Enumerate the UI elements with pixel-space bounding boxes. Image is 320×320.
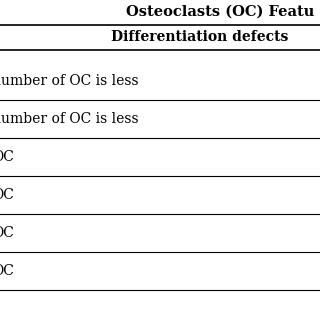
Text: number of OC is less: number of OC is less (0, 112, 139, 126)
Text: OC: OC (0, 226, 14, 240)
Text: OC: OC (0, 188, 14, 202)
Text: Differentiation defects: Differentiation defects (111, 30, 289, 44)
Text: number of OC is less: number of OC is less (0, 74, 139, 88)
Text: Osteoclasts (OC) Featu: Osteoclasts (OC) Featu (126, 5, 314, 19)
Text: OC: OC (0, 150, 14, 164)
Text: OC: OC (0, 264, 14, 278)
